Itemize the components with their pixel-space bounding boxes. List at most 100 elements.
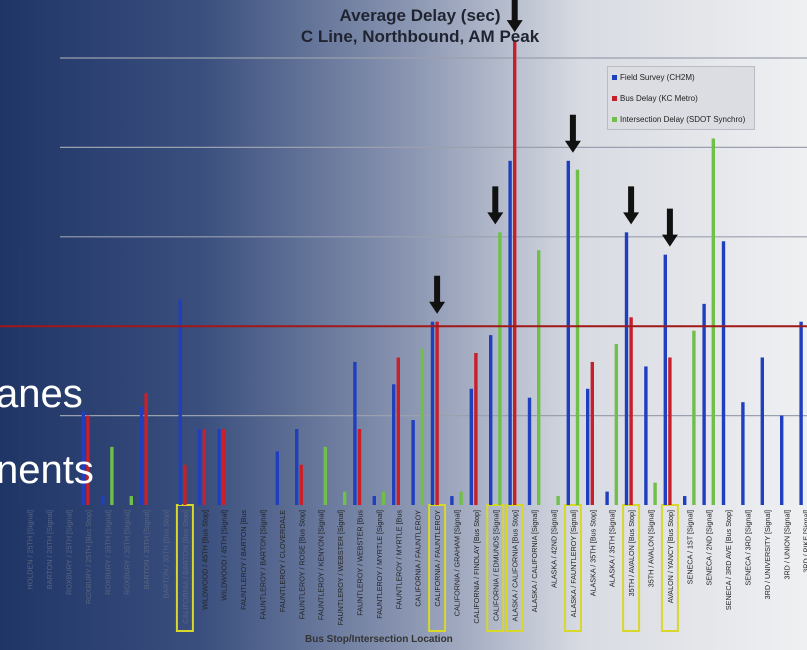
x-tick-label: 35TH / AVALON [Signal] <box>647 510 656 587</box>
highlight-box <box>486 504 505 632</box>
x-tick-label: FAUNTLEROY / WEBSTER [Signal] <box>336 510 345 625</box>
x-tick-label: 3RD / UNION [Signal] <box>782 510 791 580</box>
x-tick-label: CALIFORNIA / BARTON [Bus Stop] <box>181 510 190 624</box>
x-tick-label: ROXBURY / 35TH [Signal] <box>123 510 132 595</box>
x-tick-label: FAUNTLEROY / ROSE [Bus Stop] <box>297 510 306 619</box>
chart-bar <box>372 496 376 505</box>
x-tick-label: HOLDEN / 25TH [Signal] <box>26 510 35 590</box>
chart-bar <box>295 429 299 505</box>
arrow-markers <box>429 0 678 314</box>
chart-bar <box>198 429 202 505</box>
chart-bar <box>101 496 105 505</box>
x-tick-label: CALIFORNIA / FAUNTLEROY <box>414 510 423 607</box>
chart-bar <box>513 40 517 506</box>
legend-label: Intersection Delay (SDOT Synchro) <box>620 115 746 124</box>
x-tick-label: FAUNTLEROY / BARTON [Signal] <box>259 510 268 619</box>
legend-label: Bus Delay (KC Metro) <box>620 94 698 103</box>
chart-bar <box>683 496 687 505</box>
chart-bar <box>420 348 424 505</box>
x-tick-label: FAUNTLEROY / MYRTLE [Bus <box>394 510 403 610</box>
chart-bar <box>178 299 182 505</box>
chart-bar <box>605 491 609 505</box>
chart-bar <box>668 357 672 505</box>
chart-bar <box>614 344 618 505</box>
chart-bar <box>86 415 90 505</box>
chart-bar <box>217 429 221 505</box>
chart-bar <box>357 429 362 505</box>
chart-bar <box>353 361 357 505</box>
arrow-icon <box>661 208 678 247</box>
arrow-icon <box>506 0 523 33</box>
chart-bar <box>129 496 133 505</box>
chart-bar <box>222 429 226 505</box>
x-tick-label: ALASKA / CALIFORNIA [Bus Stop] <box>511 510 520 621</box>
x-tick-label: ROXBURY / 35TH [Signal] <box>103 510 112 595</box>
x-tick-label: SENECA / 1ST [Signal] <box>685 510 694 584</box>
x-tick-label: ALASKA / FAUNTLEROY [Signal] <box>569 510 578 617</box>
chart-bar <box>183 464 187 505</box>
chart-bars <box>81 40 803 506</box>
chart-bar <box>299 464 303 505</box>
chart-bar <box>474 353 478 505</box>
slide-overlay-text: anes <box>0 372 83 416</box>
chart-bar <box>489 335 493 505</box>
arrow-icon <box>623 186 640 225</box>
chart-bar <box>144 393 148 505</box>
legend-entry: Intersection Delay (SDOT Synchro) <box>612 115 745 124</box>
highlight-box <box>563 504 582 632</box>
x-tick-label: ALASKA / 42ND [Signal] <box>550 510 559 588</box>
legend-swatch <box>612 75 617 80</box>
legend-swatch <box>612 96 617 101</box>
x-tick-label: SENECA / 3RD AVE [Bus Stop] <box>724 510 733 610</box>
chart-bar <box>450 496 454 505</box>
chart-bar <box>110 446 114 505</box>
chart-bar <box>81 411 85 505</box>
chart-bar <box>624 232 629 505</box>
chart-bar <box>381 491 386 505</box>
x-tick-label: CALIFORNIA / FINDLAY [Bus Stop] <box>472 510 481 624</box>
x-tick-label: FAUNTLEROY / KENYON [Signal] <box>317 510 326 620</box>
chart-bar <box>721 241 726 505</box>
chart-bar <box>799 321 803 505</box>
chart-bar <box>566 160 570 505</box>
legend-entry: Field Survey (CH2M) <box>612 73 695 82</box>
chart-bar <box>692 330 696 505</box>
chart-legend: Field Survey (CH2M) Bus Delay (KC Metro)… <box>607 66 755 130</box>
chart-bar <box>202 429 206 505</box>
x-tick-label: SENECA / 3RD [Signal] <box>744 510 753 586</box>
chart-bar <box>323 446 327 505</box>
chart-bar <box>469 388 473 505</box>
x-tick-label: CALIFORNIA / EDMUNDS [Signal] <box>491 510 500 621</box>
x-tick-label: ROXBURY / 25TH [Signal] <box>65 510 74 595</box>
chart-bar <box>508 160 512 505</box>
chart-bar <box>537 250 541 505</box>
chart-bar <box>556 496 560 505</box>
chart-bar <box>663 254 667 505</box>
x-axis-label: Bus Stop/Intersection Location <box>305 634 453 645</box>
chart-bar <box>411 420 415 505</box>
chart-bar <box>644 366 648 505</box>
x-tick-label: FAUNTLEROY / CLOVERDALE <box>278 510 287 612</box>
chart-bar <box>343 491 347 505</box>
chart-bar <box>711 138 715 505</box>
chart-bar <box>430 321 435 505</box>
x-tick-label: 3RD / PIKE [Signal] <box>802 510 807 573</box>
chart-bar <box>702 303 706 505</box>
chart-bar <box>741 402 745 505</box>
x-tick-label: BARTON / 26TH [Signal] <box>45 510 54 589</box>
chart-bar <box>760 357 764 505</box>
x-tick-label: FAUNTLEROY / MYRTLE [Signal] <box>375 510 384 619</box>
chart-bar <box>629 317 633 505</box>
chart-bar <box>527 397 532 505</box>
x-tick-label: 3RD / UNIVERSITY [Signal] <box>763 510 772 599</box>
arrow-icon <box>564 114 581 153</box>
chart-bar <box>653 482 657 505</box>
x-tick-label: BARTON / 35TH [Bus Stop] <box>162 510 171 598</box>
x-tick-label: 35TH / AVALON [Bus Stop] <box>627 510 636 596</box>
x-tick-label: BARTON / 35TH [Signal] <box>142 510 151 589</box>
x-tick-label: SENECA / 2ND [Signal] <box>705 510 714 586</box>
x-tick-label: AVALON / YANCY [Bus Stop] <box>666 510 675 603</box>
legend-swatch <box>612 117 617 122</box>
legend-entry: Bus Delay (KC Metro) <box>612 94 698 103</box>
